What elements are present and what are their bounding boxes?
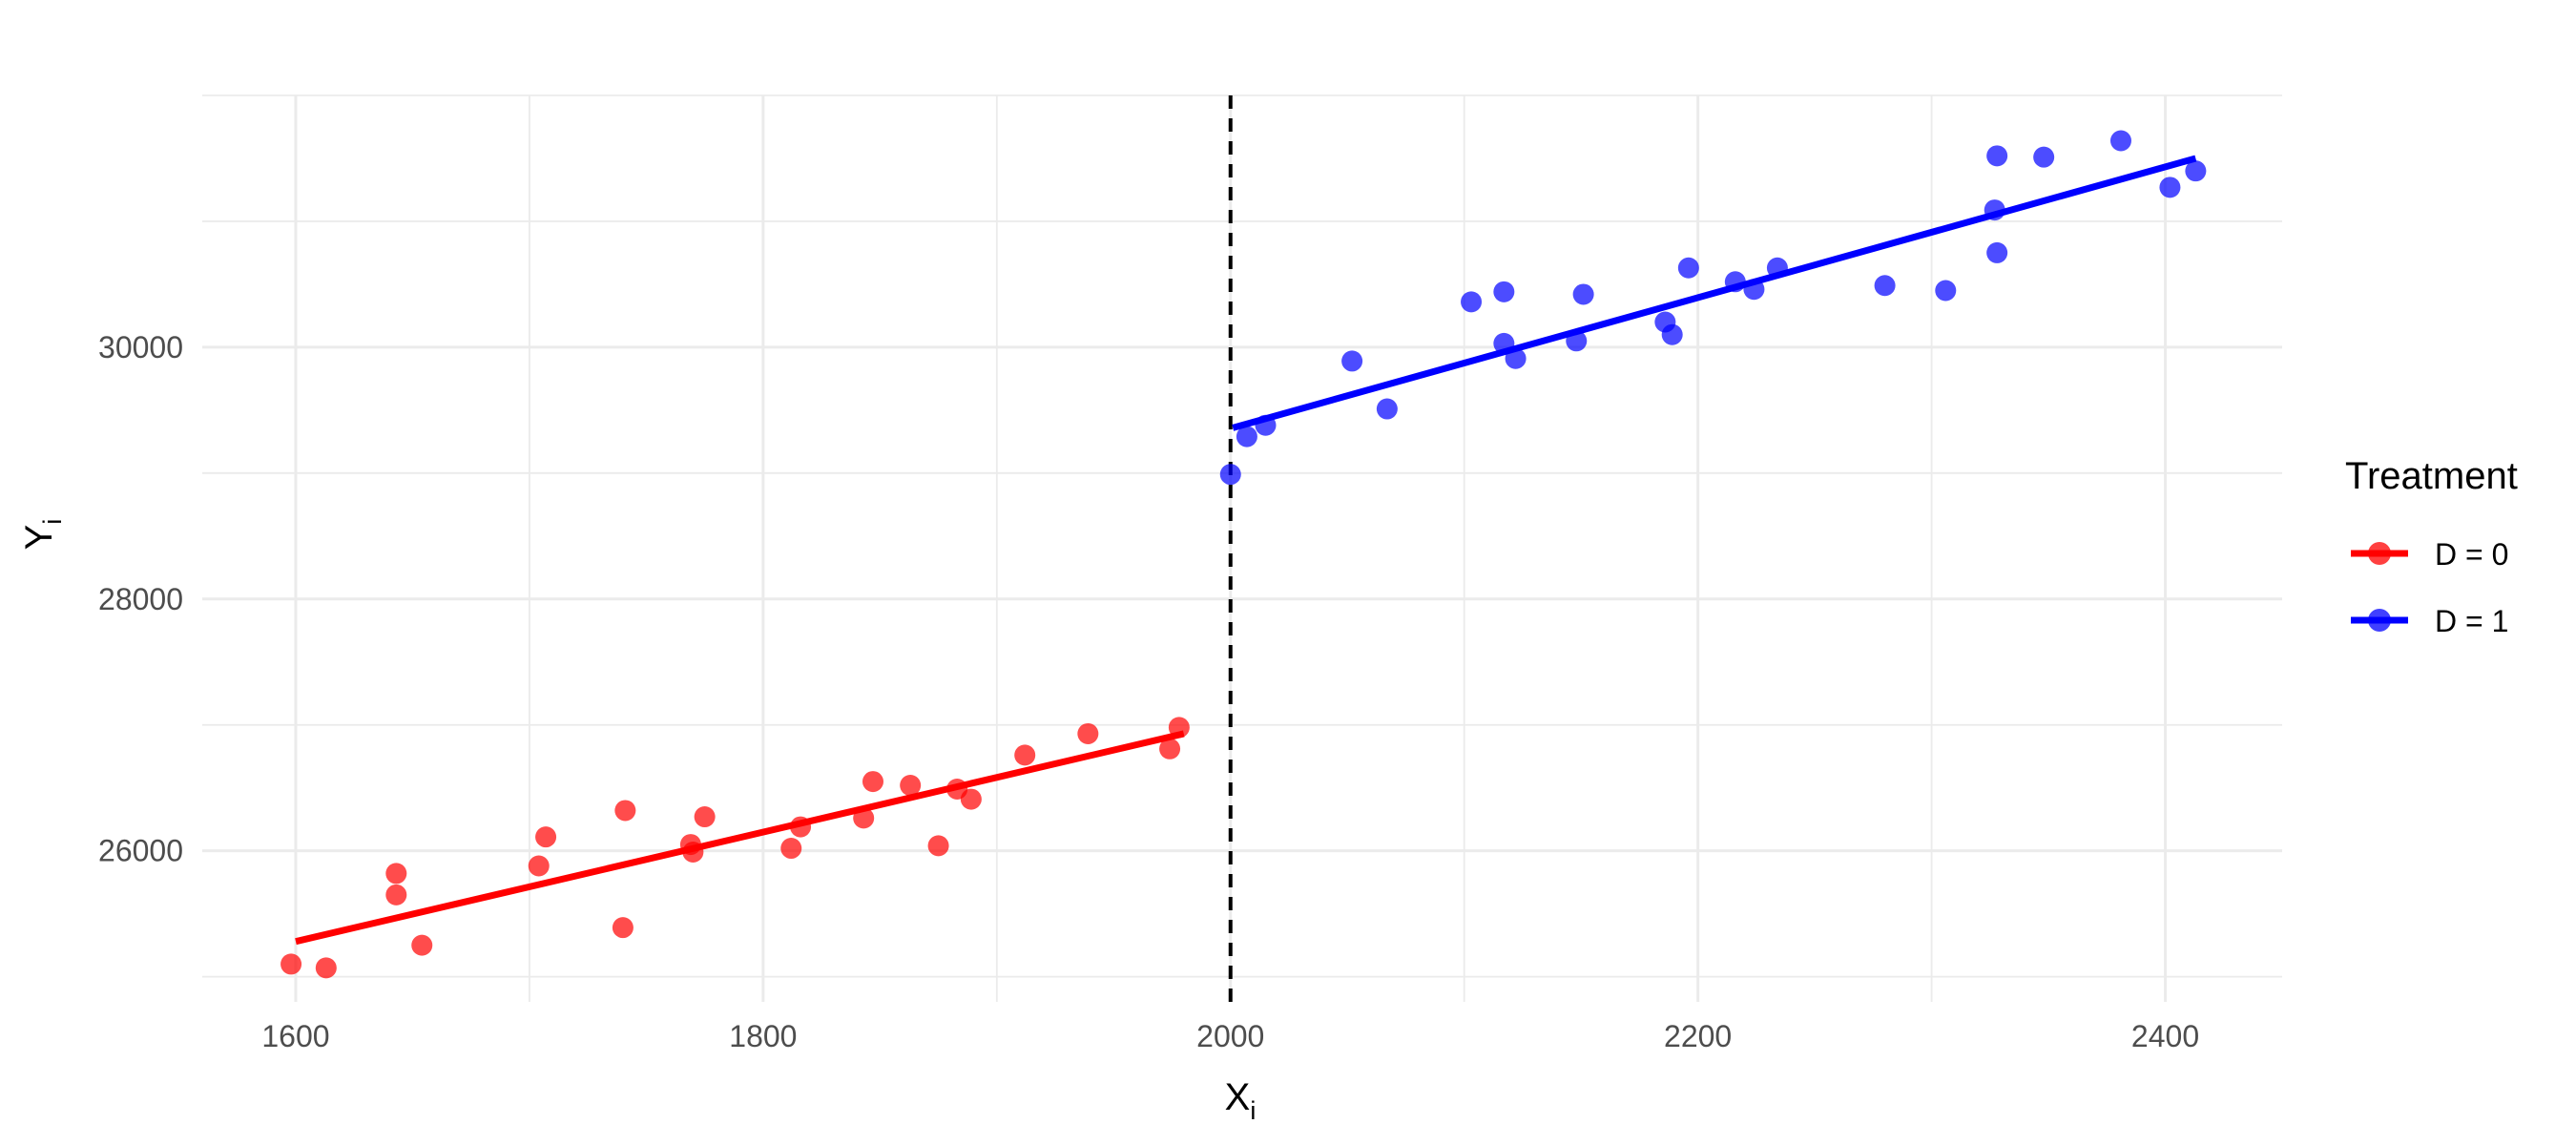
legend-item-d1: D = 1: [2351, 604, 2508, 638]
x-axis-title-subscript: i: [1250, 1096, 1256, 1125]
data-point-d0: [862, 771, 883, 793]
y-tick-labels: 26000 28000 30000: [98, 330, 183, 868]
data-point-d1: [1493, 281, 1515, 302]
data-point-d1: [1874, 275, 1896, 297]
data-point-d0: [612, 917, 634, 939]
fit-lines: [295, 155, 2197, 946]
legend-label-d1: D = 1: [2435, 604, 2508, 638]
data-point-d0: [1077, 722, 1099, 744]
data-point-d1: [2159, 177, 2181, 198]
data-point-d1: [1219, 464, 1241, 486]
legend-key-dot-d1: [2368, 609, 2391, 632]
y-axis-title: Yi: [18, 519, 67, 551]
y-tick-label: 30000: [98, 330, 183, 364]
y-axis-title-subscript: i: [38, 519, 67, 525]
legend-label-d0: D = 0: [2435, 537, 2508, 572]
data-point-d0: [900, 775, 922, 797]
y-axis-title-main: Y: [18, 525, 60, 551]
data-point-d1: [1986, 241, 2008, 263]
fit-line-d0: [295, 730, 1185, 946]
x-tick-label: 2200: [1664, 1019, 1732, 1053]
data-point-d0: [927, 835, 949, 857]
data-point-d1: [1661, 323, 1683, 345]
data-point-d1: [1236, 426, 1257, 448]
data-point-d1: [1986, 145, 2008, 167]
data-point-d0: [780, 838, 802, 860]
data-point-d0: [385, 884, 407, 906]
data-point-d0: [280, 953, 302, 975]
data-point-d1: [2185, 160, 2207, 182]
x-axis-title: Xi: [1225, 1076, 1257, 1125]
fit-line-d1: [1232, 155, 2197, 431]
legend: Treatment D = 0 D = 1: [2345, 455, 2518, 638]
y-tick-label: 26000: [98, 834, 183, 868]
x-tick-label: 1800: [729, 1019, 797, 1053]
legend-title: Treatment: [2345, 455, 2518, 497]
data-points: [280, 130, 2207, 979]
data-point-d0: [535, 826, 557, 848]
x-tick-label: 2000: [1196, 1019, 1264, 1053]
data-point-d0: [315, 957, 337, 979]
x-axis-title-main: X: [1225, 1076, 1251, 1118]
data-point-d0: [960, 788, 982, 810]
data-point-d0: [1014, 744, 1036, 766]
data-point-d1: [1341, 350, 1363, 372]
data-point-d0: [411, 934, 433, 956]
x-tick-label: 2400: [2131, 1019, 2199, 1053]
data-point-d0: [694, 806, 716, 828]
data-point-d1: [2033, 146, 2055, 168]
grid: [202, 94, 2282, 1002]
y-tick-label: 28000: [98, 582, 183, 616]
data-point-d0: [614, 800, 636, 822]
data-point-d0: [1159, 738, 1181, 760]
data-point-d1: [1461, 291, 1483, 313]
x-tick-labels: 1600 1800 2000 2200 2400: [261, 1019, 2199, 1053]
data-point-d1: [1376, 398, 1398, 420]
legend-key-dot-d0: [2368, 542, 2391, 565]
data-point-d1: [1677, 257, 1699, 279]
data-point-d1: [1935, 280, 1957, 302]
x-tick-label: 1600: [261, 1019, 329, 1053]
data-point-d0: [385, 863, 407, 885]
data-point-d1: [2109, 130, 2131, 152]
legend-item-d0: D = 0: [2351, 537, 2508, 572]
data-point-d1: [1572, 283, 1594, 305]
data-point-d0: [528, 855, 550, 877]
